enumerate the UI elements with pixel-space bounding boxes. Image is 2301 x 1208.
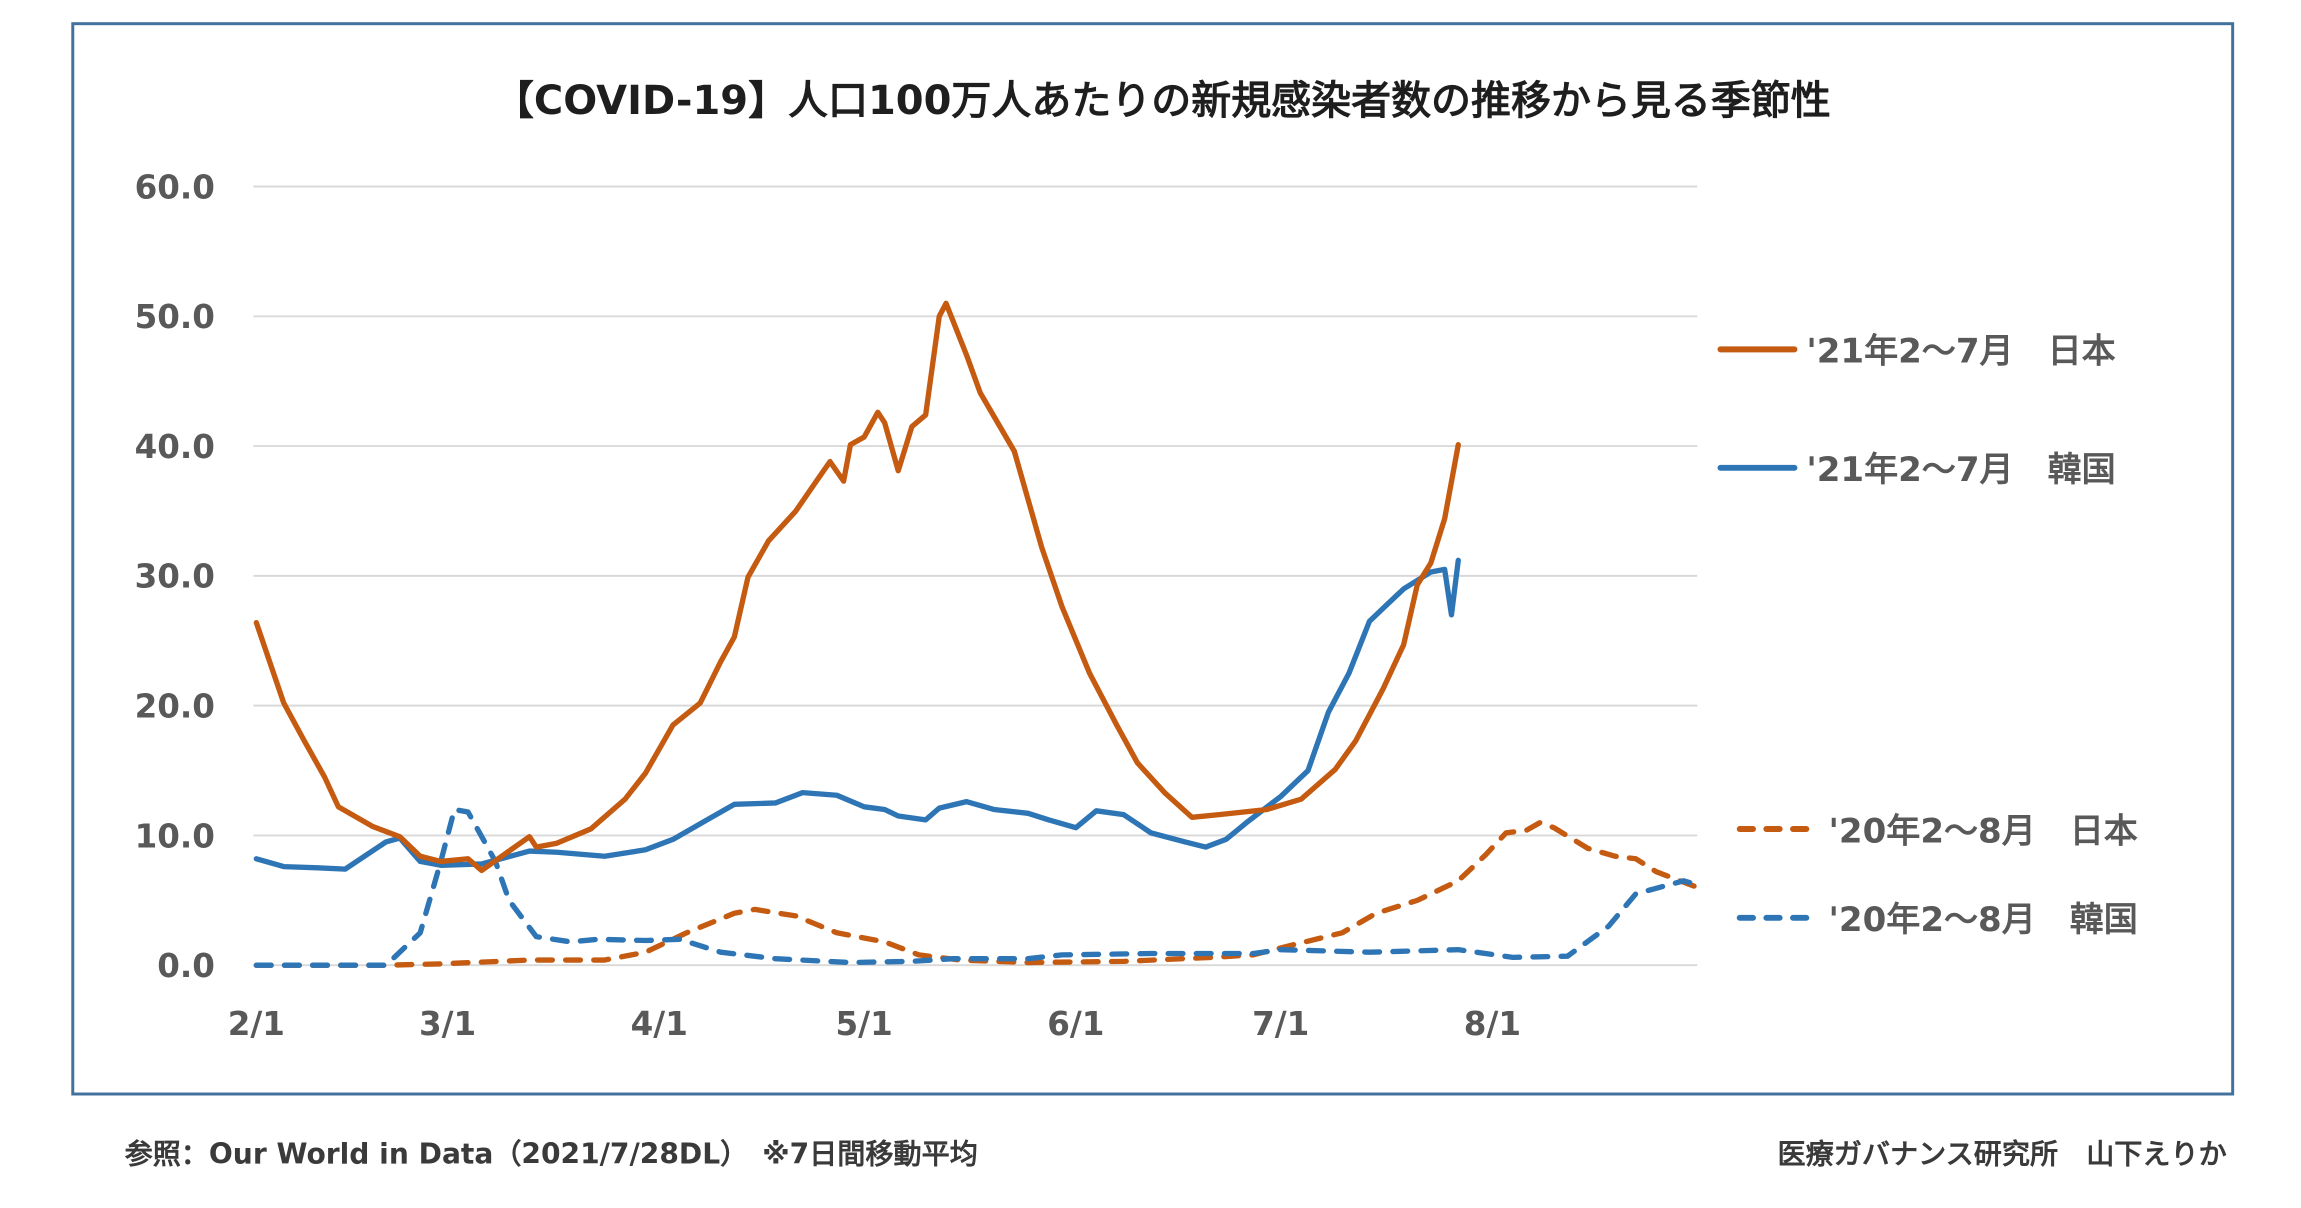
y-axis-ticks: 0.0 10.0 20.0 30.0 40.0 50.0 60.0 [135,168,215,985]
source-note: 参照：Our World in Data（2021/7/28DL） ※7日間移動… [125,1138,978,1171]
legend-label: '21年2～7月 日本 [1806,332,2115,372]
y-tick-label: 0.0 [157,947,215,985]
x-tick-label: 4/1 [631,1005,688,1043]
x-tick-label: 7/1 [1252,1005,1309,1043]
series-line-2 [253,819,1700,968]
y-tick-label: 10.0 [135,817,215,855]
gridlines [253,185,1698,967]
chart-frame [71,22,2235,1096]
series-line-3 [253,806,1700,968]
x-axis-ticks: 2/1 3/1 4/1 5/1 6/1 7/1 8/1 [228,1005,1521,1043]
x-tick-label: 2/1 [228,1005,285,1043]
x-tick-label: 8/1 [1464,1005,1521,1043]
legend-label: '20年2～8月 日本 [1829,811,2138,851]
series-lines [253,300,1700,968]
y-tick-label: 20.0 [135,687,215,725]
series-line-0 [253,300,1461,874]
legend-label: '20年2～8月 韓国 [1829,900,2138,940]
legend-label: '21年2～7月 韓国 [1806,450,2115,490]
legend: '21年2～7月 日本 '21年2～7月 韓国 '20年2～8月 日本 '20年2～8… [1717,332,2138,940]
x-tick-label: 3/1 [419,1005,476,1043]
chart-title: 【COVID-19】人口100万人あたりの新規感染者数の推移から見る季節性 [494,78,1831,124]
y-tick-label: 30.0 [135,558,215,596]
x-tick-label: 6/1 [1047,1005,1104,1043]
y-tick-label: 50.0 [135,298,215,336]
series-line-1 [253,557,1461,872]
y-tick-label: 60.0 [135,168,215,206]
y-tick-label: 40.0 [135,428,215,466]
author-credit: 医療ガバナンス研究所 山下えりか [1778,1138,2227,1171]
x-tick-label: 5/1 [836,1005,893,1043]
